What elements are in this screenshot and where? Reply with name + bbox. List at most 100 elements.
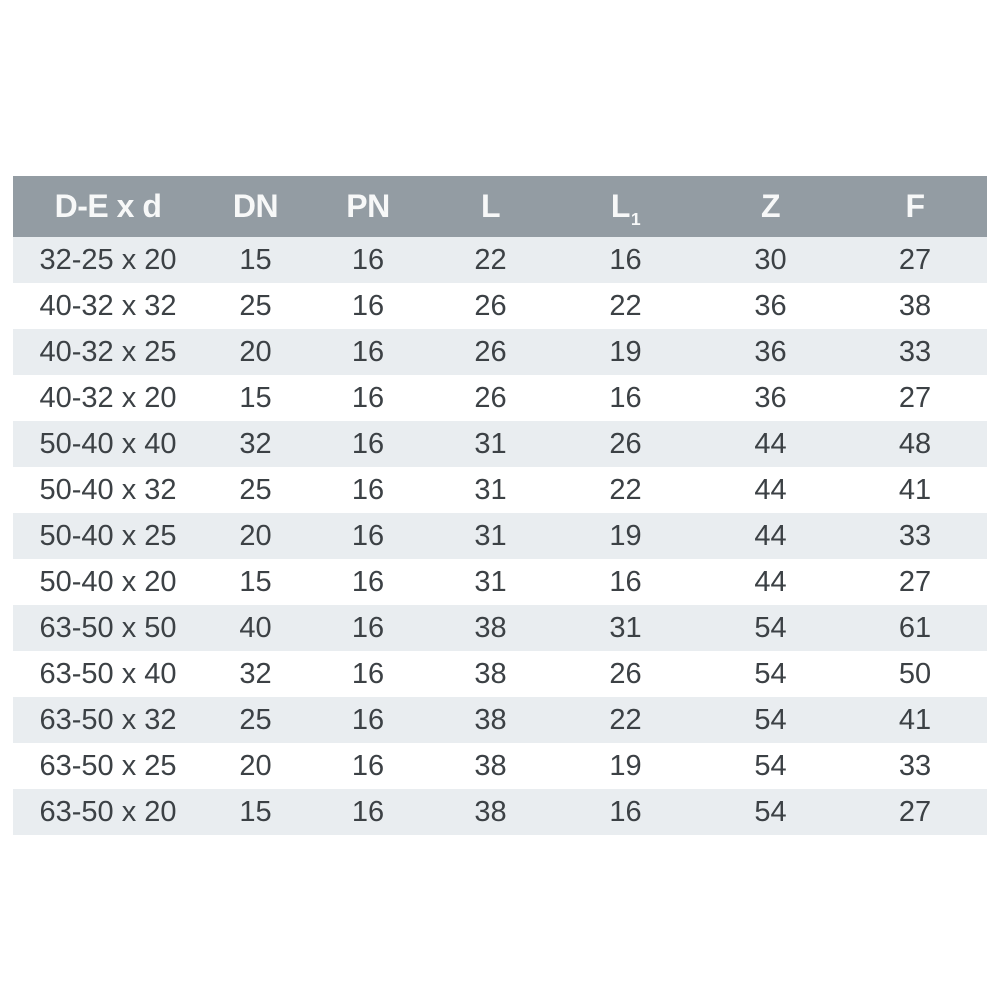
table-cell: 26 [474,335,507,368]
table-cell: 16 [351,657,385,690]
table-cell: 26 [609,427,642,460]
table-row: 63-50 x 32 25 16 38 22 54 41 [13,697,987,743]
column-header-l: L [428,176,553,237]
table-header-row: D-E x d DN PN L L1 Z F [13,176,987,237]
table-cell: 27 [898,565,932,598]
table-row: 50-40 x 40 32 16 31 26 44 48 [13,421,987,467]
table-cell: 16 [351,381,385,414]
table-cell: 16 [351,565,385,598]
column-header-label: D-E x d [54,188,162,224]
table-cell: 27 [898,795,932,828]
table-cell: 50 [898,657,932,690]
column-header-dn: DN [203,176,308,237]
size-cell: 50-40 x 20 [39,565,177,598]
size-cell: 32-25 x 20 [39,243,177,276]
table-cell: 38 [474,795,507,828]
table-cell: 16 [351,519,385,552]
table-cell: 15 [239,381,272,414]
table-cell: 26 [474,381,507,414]
table-cell: 16 [351,795,385,828]
table-cell: 22 [474,243,507,276]
table-row: 40-32 x 32 25 16 26 22 36 38 [13,283,987,329]
table-cell: 27 [898,381,932,414]
table-cell: 32 [239,657,272,690]
column-header-d-e-x-d: D-E x d [13,176,203,237]
table-cell: 16 [609,243,642,276]
table-cell: 32 [239,427,272,460]
table-cell: 15 [239,243,272,276]
table-cell: 44 [754,473,787,506]
table-cell: 41 [898,703,932,736]
table-cell: 20 [239,749,272,782]
column-header-label: L1 [610,188,641,230]
table-cell: 61 [898,611,932,644]
column-header-f: F [843,176,987,237]
table-cell: 15 [239,565,272,598]
table-cell: 31 [474,473,507,506]
table-cell: 33 [898,749,932,782]
table-cell: 25 [239,289,272,322]
size-cell: 50-40 x 25 [39,519,177,552]
table-cell: 44 [754,565,787,598]
column-header-label: DN [232,188,279,224]
table-cell: 54 [754,749,787,782]
table-cell: 22 [609,703,642,736]
table-cell: 54 [754,657,787,690]
column-header-subscript: 1 [630,209,641,230]
table-cell: 54 [754,795,787,828]
table-cell: 20 [239,519,272,552]
table-cell: 16 [609,565,642,598]
table-row: 40-32 x 20 15 16 26 16 36 27 [13,375,987,421]
size-cell: 63-50 x 25 [39,749,177,782]
table-cell: 36 [754,335,787,368]
table-cell: 31 [474,519,507,552]
table-cell: 38 [474,749,507,782]
table-cell: 20 [239,335,272,368]
table-cell: 40 [239,611,272,644]
size-cell: 50-40 x 40 [39,427,177,460]
table-cell: 25 [239,473,272,506]
dimensions-table: D-E x d DN PN L L1 Z F 32-25 x 20 15 16 22 16 30 27 4… [13,176,987,835]
column-header-z: Z [698,176,843,237]
table-cell: 44 [754,427,787,460]
table-cell: 44 [754,519,787,552]
size-cell: 40-32 x 32 [39,289,177,322]
table-cell: 31 [474,427,507,460]
table-cell: 25 [239,703,272,736]
table-cell: 41 [898,473,932,506]
table-cell: 16 [609,795,642,828]
table-cell: 16 [351,243,385,276]
table-cell: 38 [474,657,507,690]
table-cell: 16 [351,749,385,782]
table-cell: 30 [754,243,787,276]
size-cell: 63-50 x 20 [39,795,177,828]
table-cell: 26 [474,289,507,322]
column-header-label: L [480,188,501,224]
table-cell: 54 [754,611,787,644]
table-cell: 31 [474,565,507,598]
table-cell: 26 [609,657,642,690]
table-cell: 31 [609,611,642,644]
table-row: 63-50 x 50 40 16 38 31 54 61 [13,605,987,651]
table-cell: 38 [474,611,507,644]
column-header-pn: PN [308,176,428,237]
table-row: 50-40 x 25 20 16 31 19 44 33 [13,513,987,559]
table-cell: 38 [898,289,932,322]
table-row: 40-32 x 25 20 16 26 19 36 33 [13,329,987,375]
table-cell: 16 [351,289,385,322]
table-cell: 54 [754,703,787,736]
table-cell: 16 [351,335,385,368]
table-row: 63-50 x 25 20 16 38 19 54 33 [13,743,987,789]
column-header-l1: L1 [553,176,698,237]
table-cell: 16 [609,381,642,414]
table-row: 32-25 x 20 15 16 22 16 30 27 [13,237,987,283]
table-body: 32-25 x 20 15 16 22 16 30 27 40-32 x 32 25 16 26 22… [13,237,987,835]
size-cell: 40-32 x 20 [39,381,177,414]
table-row: 63-50 x 40 32 16 38 26 54 50 [13,651,987,697]
table-cell: 38 [474,703,507,736]
table-cell: 15 [239,795,272,828]
table-row: 63-50 x 20 15 16 38 16 54 27 [13,789,987,835]
table-cell: 19 [609,749,642,782]
table-cell: 33 [898,335,932,368]
table-cell: 33 [898,519,932,552]
